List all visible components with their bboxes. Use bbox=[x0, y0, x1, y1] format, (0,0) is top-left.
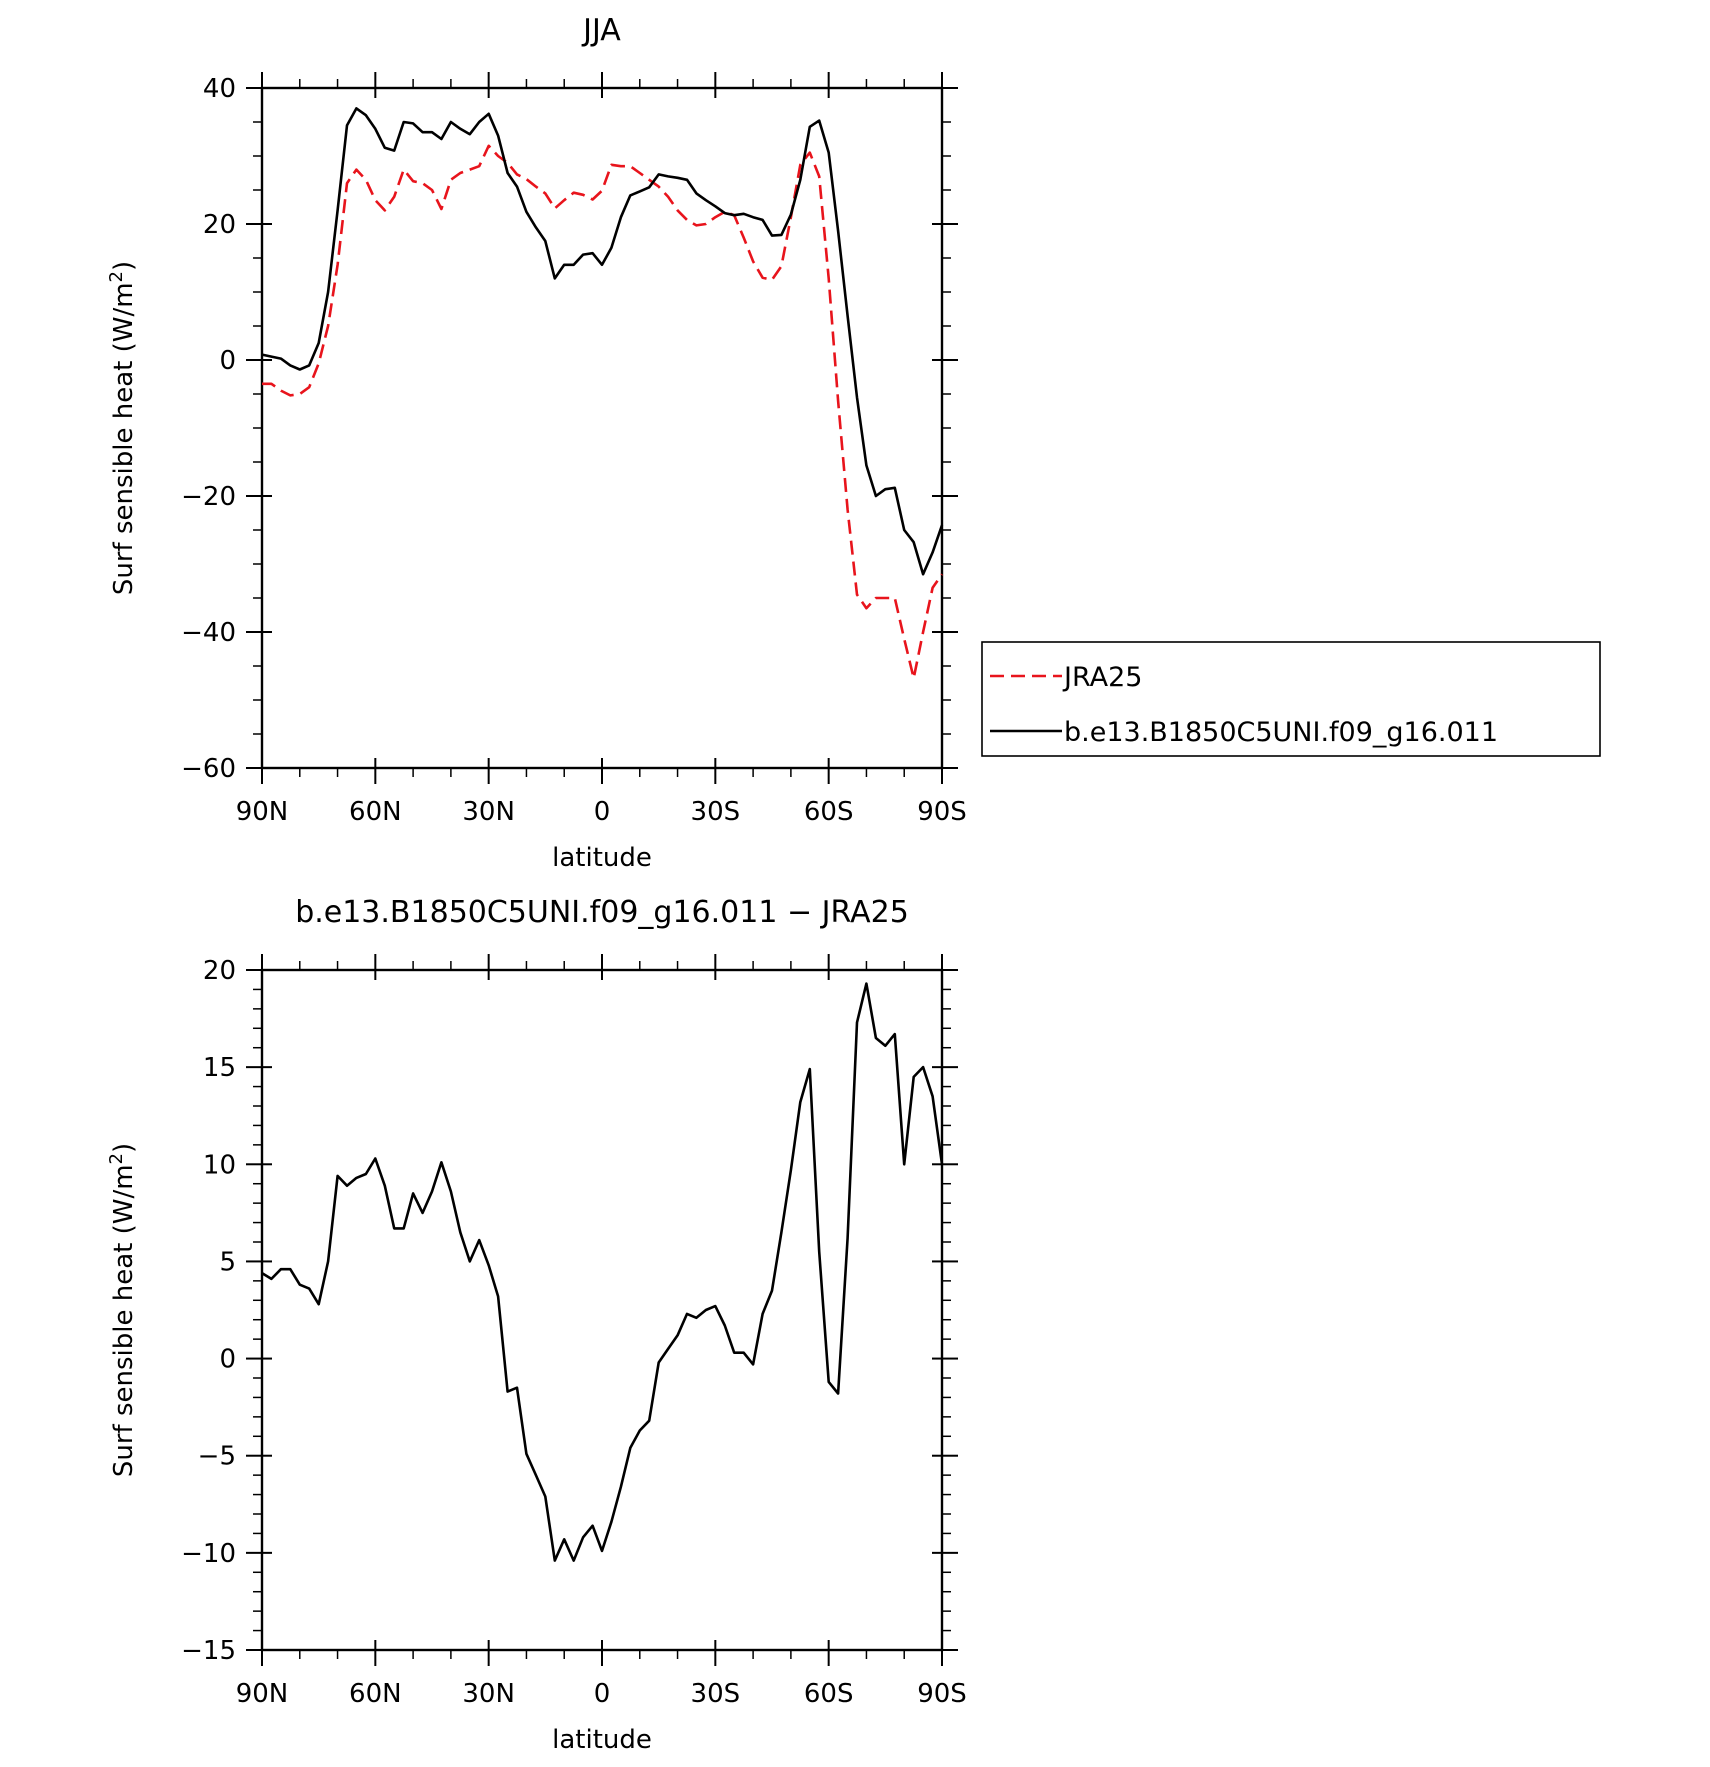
x-tick-label: 60N bbox=[349, 1679, 402, 1709]
legend-label: b.e13.B1850C5UNI.f09_g16.011 bbox=[1064, 717, 1498, 748]
panel-bottom: 90N 60N 30N 0 30S 60S 90S 20 15 10 5 0 −5 −10 −15 b.e13… bbox=[106, 895, 967, 1755]
y-axis-title-close: ) bbox=[109, 1143, 139, 1153]
x-tick-label: 90N bbox=[236, 1679, 289, 1709]
x-tick-label: 30S bbox=[691, 797, 741, 827]
x-tick-label: 90S bbox=[917, 1679, 967, 1709]
legend: JRA25 b.e13.B1850C5UNI.f09_g16.011 bbox=[981, 641, 1601, 757]
series-line-model bbox=[261, 107, 944, 576]
y-tick-label: −20 bbox=[181, 482, 236, 512]
x-tick-label: 0 bbox=[594, 797, 611, 827]
x-tick-label: 30N bbox=[462, 797, 515, 827]
y-axis-title: Surf sensible heat (W/m2) bbox=[106, 1143, 139, 1477]
y-tick-label: −15 bbox=[181, 1636, 236, 1666]
y-axis-title-close: ) bbox=[109, 261, 139, 271]
series-line-model bbox=[261, 982, 944, 1562]
y-tick-label: 20 bbox=[203, 956, 236, 986]
y-tick-label: −10 bbox=[181, 1539, 236, 1569]
x-axis-title: latitude bbox=[552, 1725, 652, 1755]
y-tick-label: 0 bbox=[219, 346, 236, 376]
y-axis-title: Surf sensible heat (W/m2) bbox=[106, 261, 139, 595]
y-tick-label: 10 bbox=[203, 1150, 236, 1180]
y-tick-label: −5 bbox=[198, 1442, 236, 1472]
y-axis-title-superscript: 2 bbox=[106, 271, 127, 282]
panel-title: JJA bbox=[581, 13, 621, 48]
x-tick-label: 30S bbox=[691, 1679, 741, 1709]
y-axis-title-superscript: 2 bbox=[106, 1153, 127, 1164]
x-tick-label: 0 bbox=[594, 1679, 611, 1709]
y-tick-label: −60 bbox=[181, 754, 236, 784]
panel-top: 90N 60N 30N 0 30S 60S 90S 40 20 0 −20 −40 −60 JJA lati… bbox=[106, 13, 967, 873]
y-tick-label: 15 bbox=[203, 1053, 236, 1083]
x-tick-label: 60S bbox=[804, 797, 854, 827]
legend-box bbox=[981, 641, 1601, 757]
x-tick-label: 60N bbox=[349, 797, 402, 827]
y-tick-label: 0 bbox=[219, 1345, 236, 1375]
x-axis-title: latitude bbox=[552, 843, 652, 873]
y-tick-label: 5 bbox=[219, 1247, 236, 1277]
x-tick-label: 30N bbox=[462, 1679, 515, 1709]
y-tick-label: 40 bbox=[203, 74, 236, 104]
panel-title: b.e13.B1850C5UNI.f09_g16.011 − JRA25 bbox=[295, 895, 909, 930]
x-tick-label: 60S bbox=[804, 1679, 854, 1709]
series-line-jra25 bbox=[262, 144, 944, 680]
x-tick-label: 90N bbox=[236, 797, 289, 827]
y-axis-title-text: Surf sensible heat (W/m bbox=[109, 1164, 139, 1477]
y-tick-label: 20 bbox=[203, 210, 236, 240]
legend-label: JRA25 bbox=[1062, 662, 1142, 693]
y-tick-label: −40 bbox=[181, 618, 236, 648]
x-tick-label: 90S bbox=[917, 797, 967, 827]
y-axis-title-text: Surf sensible heat (W/m bbox=[109, 282, 139, 595]
